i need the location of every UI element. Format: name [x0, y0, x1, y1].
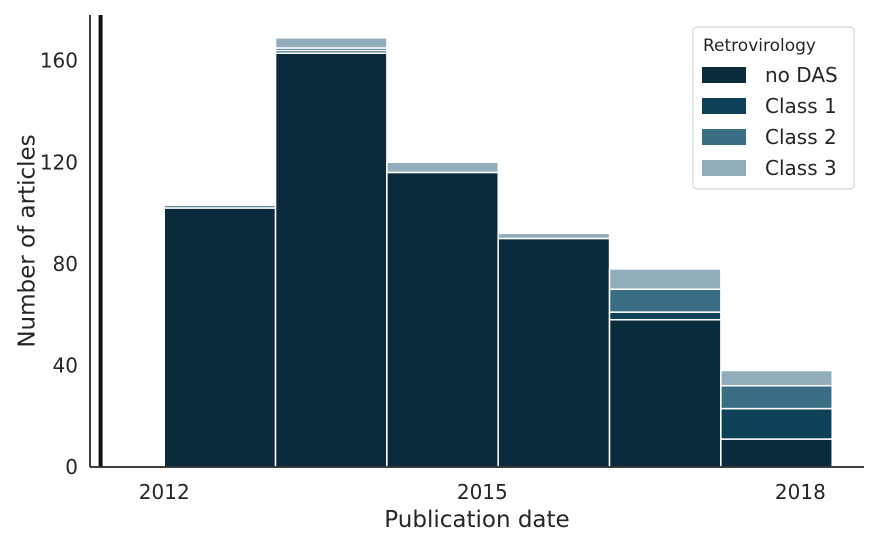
bar-2016-series-0 [608, 318, 722, 468]
bar-2016-series-3 [608, 268, 722, 290]
legend-label-1: Class 1 [765, 94, 837, 118]
bar-2015-series-3 [497, 232, 611, 240]
y-tick-label: 0 [65, 455, 78, 479]
legend: Retrovirology no DAS Class 1 Class 2 Class 3 [692, 26, 855, 190]
bar-2017-series-2 [720, 384, 833, 410]
legend-swatch-2 [702, 129, 746, 145]
bar-2015-series-0 [497, 237, 611, 468]
y-tick-label: 120 [40, 150, 78, 174]
axes-group [89, 15, 864, 468]
bar-2012-series-2 [163, 204, 277, 209]
bar-2017-series-3 [720, 369, 833, 387]
bars-group [163, 37, 833, 468]
x-axis-label: Publication date [384, 507, 569, 533]
y-tick-label: 80 [53, 252, 78, 276]
x-tick-label: 2018 [775, 480, 826, 504]
legend-swatch-3 [702, 160, 746, 176]
bar-2013-series-3 [274, 37, 388, 49]
bar-2014-series-3 [386, 161, 499, 174]
bar-2014-series-0 [386, 171, 499, 468]
bar-2017-series-1 [720, 407, 833, 440]
bar-2016-series-1 [608, 311, 722, 321]
legend-swatch-0 [702, 67, 746, 83]
x-tick-label: 2015 [457, 480, 508, 504]
legend-label-0: no DAS [765, 63, 838, 87]
legend-label-3: Class 3 [765, 156, 837, 180]
y-tick-label: 40 [53, 353, 78, 377]
bar-2017-series-0 [720, 438, 833, 468]
legend-title: Retrovirology [703, 36, 816, 56]
bar-2013-series-0 [274, 52, 388, 468]
bar-2012-series-0 [163, 207, 277, 468]
legend-swatch-1 [702, 98, 746, 114]
ticks-group: 0 40 80 120 160 2012 2015 2018 [40, 49, 826, 504]
y-tick-label: 160 [40, 49, 78, 73]
y-axis-label: Number of articles [15, 134, 41, 347]
x-tick-label: 2012 [139, 480, 190, 504]
bar-2016-series-2 [608, 288, 722, 313]
legend-label-2: Class 2 [765, 125, 837, 149]
